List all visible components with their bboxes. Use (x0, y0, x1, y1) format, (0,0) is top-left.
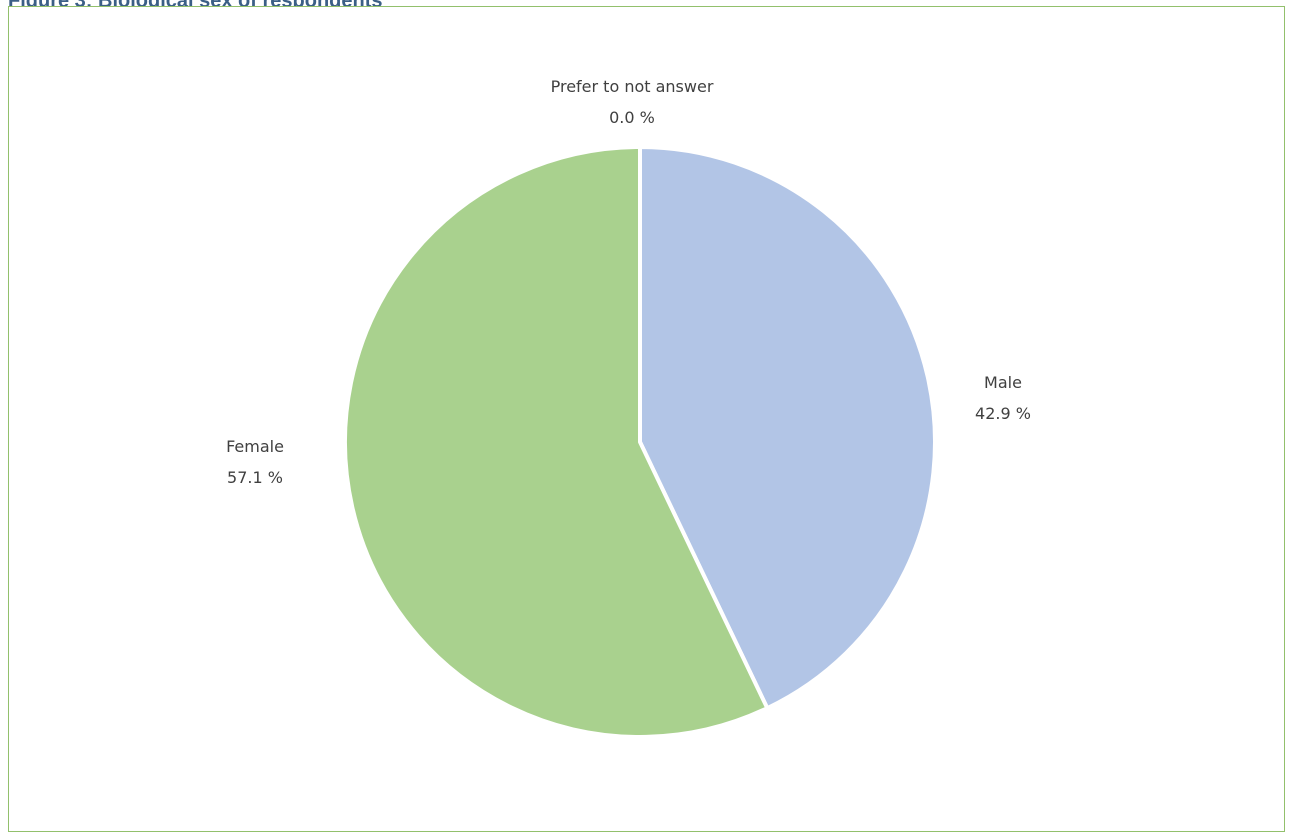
slice-value-prefer-to-not-answer: 0.0 % (609, 108, 655, 127)
slice-label-male: Male (984, 373, 1022, 392)
slice-value-male: 42.9 % (975, 404, 1031, 423)
pie-slice-female (343, 145, 770, 739)
pie-slice-male (638, 145, 937, 711)
slice-label-female: Female (226, 437, 284, 456)
slice-value-female: 57.1 % (227, 468, 283, 487)
slice-label-prefer-to-not-answer: Prefer to not answer (551, 77, 714, 96)
